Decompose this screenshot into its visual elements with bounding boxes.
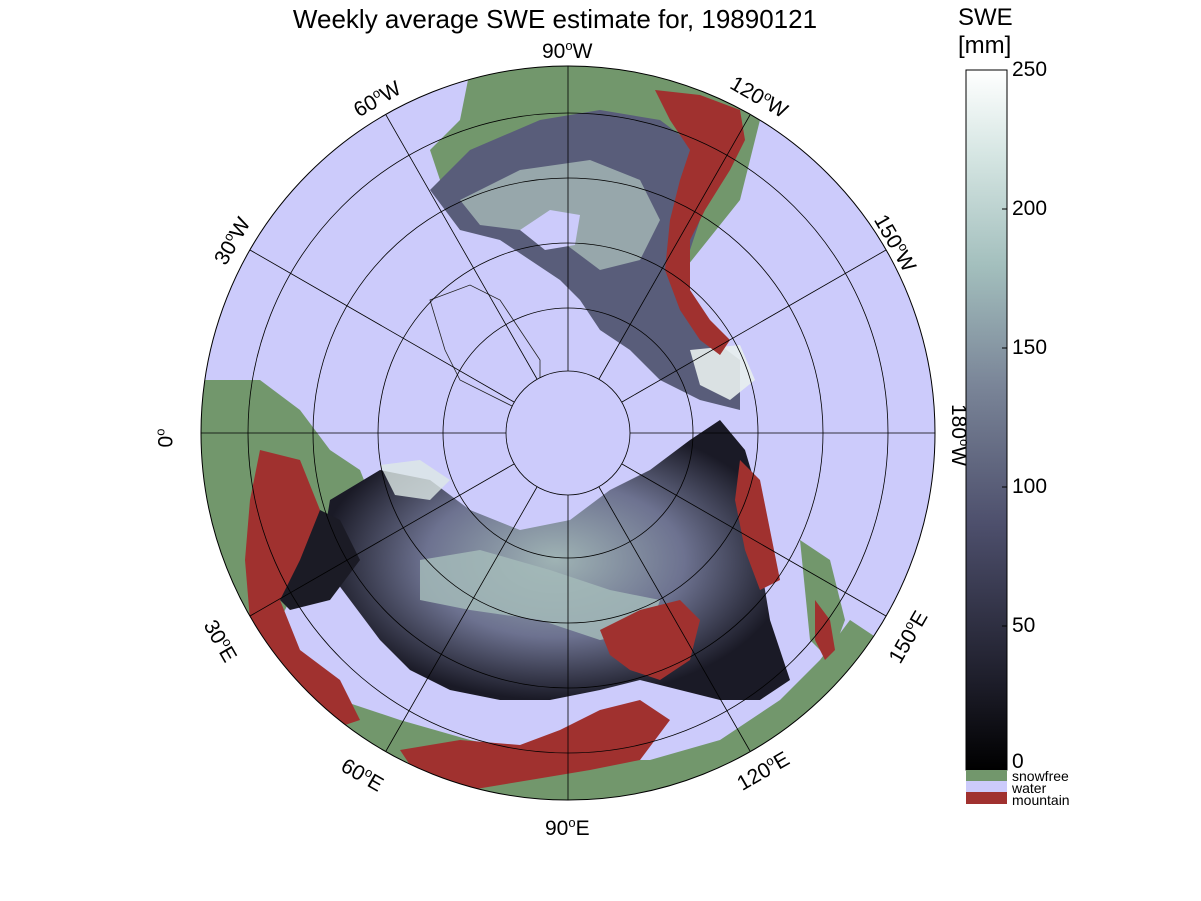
mountain-east-siberia [735, 460, 780, 590]
mountain-rockies [655, 90, 745, 355]
legend-swatch-water [966, 781, 1007, 792]
colorbar-tick-150: 150 [1012, 336, 1048, 359]
colorbar-tick-200: 200 [1012, 197, 1048, 220]
colorbar-ticks [1002, 69, 1007, 766]
mountain-himalaya [400, 700, 670, 790]
map-border [200, 65, 936, 801]
lon-label-180w: 180oW [947, 403, 973, 467]
map-title: Weekly average SWE estimate for, 1989012… [292, 4, 818, 34]
colorbar-tick-100: 100 [1012, 475, 1048, 498]
legend-label-water: water [1012, 780, 1047, 796]
lon-label-90e: 90oE [545, 815, 590, 840]
mountain-japan [815, 600, 835, 660]
legend-swatch-snowfree [966, 770, 1007, 781]
colorbar-gradient [965, 69, 1008, 771]
snow-siberia-bright [420, 550, 660, 640]
snowfree-east-asia [800, 540, 845, 660]
graticule [201, 66, 935, 800]
snow-scandinavia-bright [380, 460, 450, 500]
colorbar-tick-0: 0 [1012, 750, 1024, 773]
lon-label-0: 0o [152, 428, 178, 448]
lon-label-90w: 90oW [542, 38, 593, 63]
colorbar-title-line2: [mm] [958, 32, 1012, 59]
colorbar-tick-50: 50 [1012, 614, 1036, 637]
legend-label-mountain: mountain [1012, 792, 1070, 808]
snow-rockies-bright [690, 345, 755, 400]
legend-swatch-mountain [966, 792, 1007, 804]
legend-label-snowfree: snowfree [1012, 768, 1069, 784]
arctic-ocean [506, 371, 630, 495]
hudson-bay [520, 210, 580, 250]
colorbar-tick-250: 250 [1012, 58, 1048, 81]
colorbar-title-line1: SWE [958, 4, 1013, 31]
